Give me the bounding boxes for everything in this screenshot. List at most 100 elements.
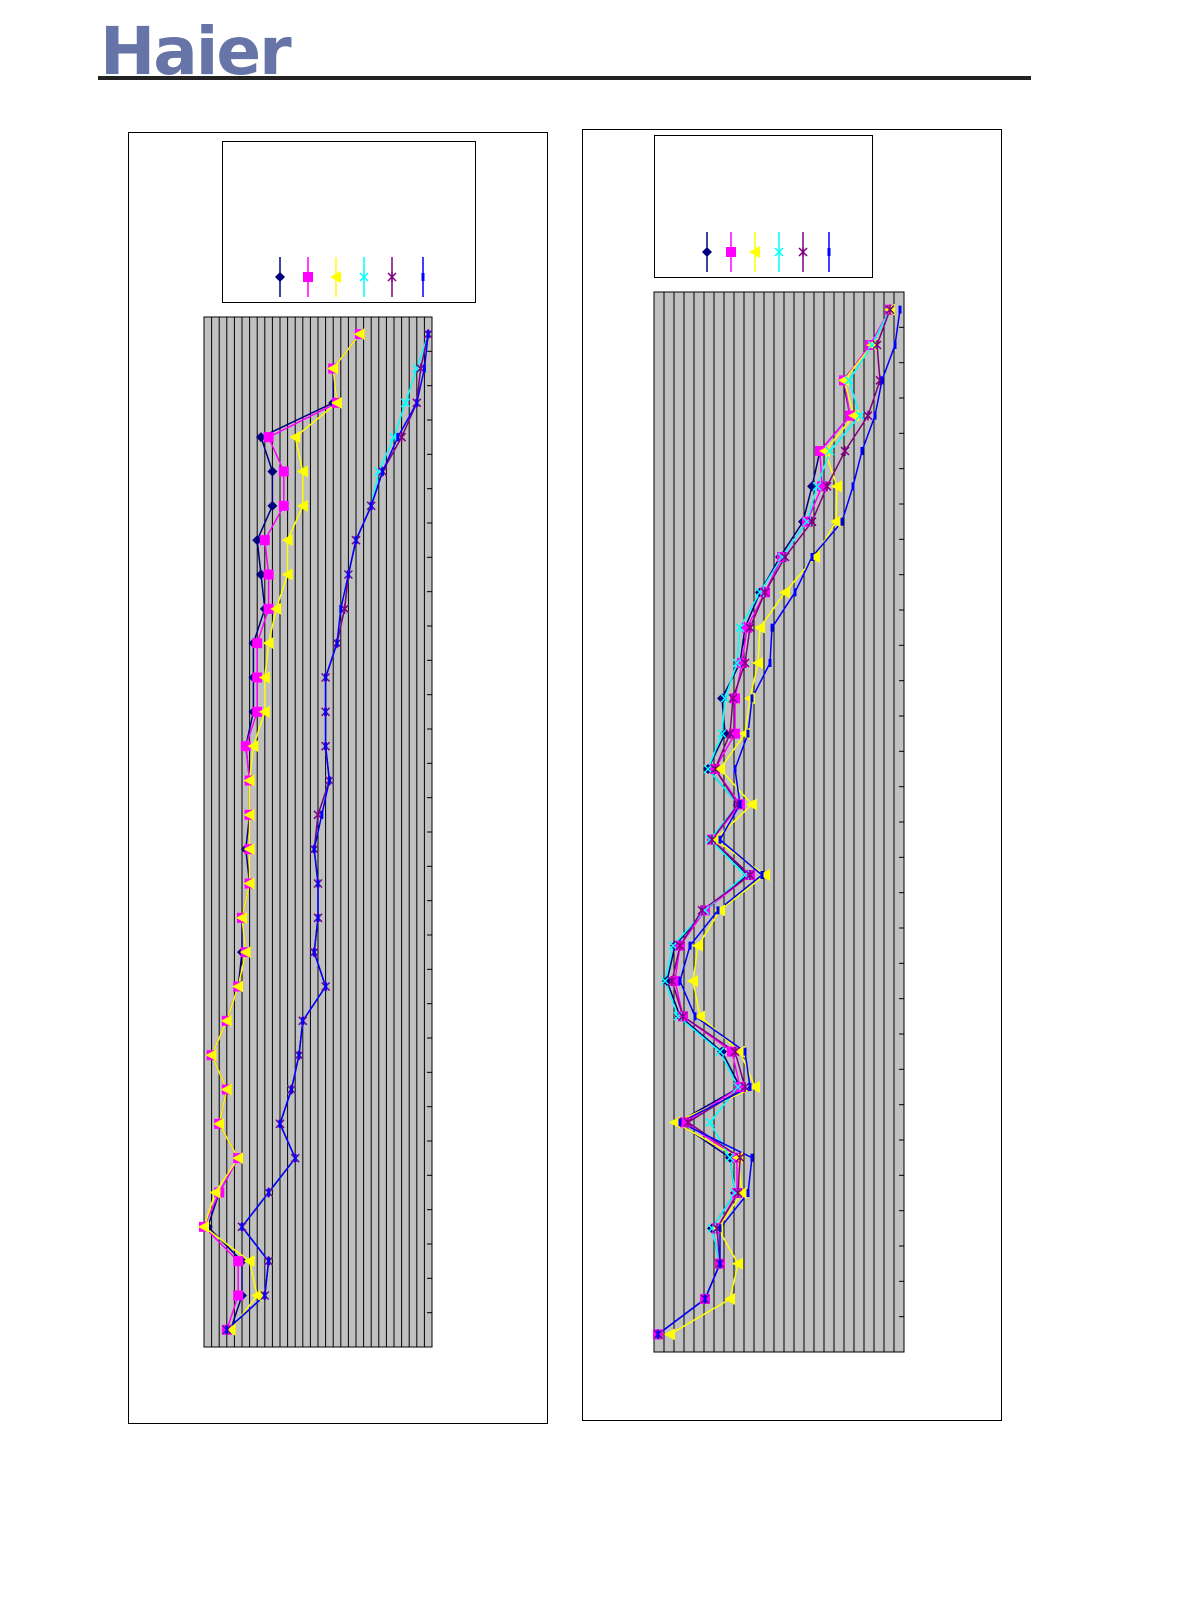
data-point	[353, 328, 365, 341]
data-point	[872, 340, 882, 350]
plot-area	[653, 291, 905, 1353]
data-point	[893, 341, 897, 349]
data-point	[289, 1085, 293, 1094]
data-point	[422, 364, 426, 373]
data-point	[262, 637, 274, 650]
data-point	[840, 446, 850, 456]
data-point	[267, 500, 278, 511]
data-point	[745, 622, 755, 633]
data-point	[296, 465, 308, 478]
data-point	[714, 763, 725, 775]
data-point	[278, 1119, 282, 1128]
legend-marker	[749, 246, 760, 258]
series-line	[657, 309, 891, 1335]
legend-box	[654, 135, 873, 278]
data-point	[664, 1328, 675, 1341]
data-point	[263, 1291, 267, 1300]
data-point	[760, 587, 770, 598]
data-point	[324, 673, 328, 682]
data-point	[293, 1154, 297, 1163]
legend-marker	[421, 273, 425, 281]
data-point	[297, 1051, 301, 1060]
data-point	[822, 481, 832, 492]
data-point	[754, 621, 765, 634]
data-point	[346, 570, 350, 579]
data-point	[233, 1256, 244, 1267]
data-point	[669, 1116, 680, 1129]
data-point	[198, 1220, 209, 1233]
data-point	[735, 1082, 745, 1092]
data-point	[239, 946, 251, 959]
data-point	[715, 1047, 725, 1057]
data-point	[880, 376, 884, 385]
data-point	[746, 798, 757, 811]
legend-marker	[359, 272, 369, 282]
data-point	[258, 671, 270, 684]
legend-marker	[774, 247, 784, 257]
data-point	[759, 869, 770, 881]
data-point	[232, 980, 244, 993]
data-point	[243, 774, 255, 787]
data-point	[678, 1011, 688, 1022]
data-point	[809, 551, 820, 563]
data-point	[743, 1047, 747, 1056]
data-point	[807, 516, 817, 527]
data-point	[749, 1081, 760, 1093]
data-point	[697, 905, 707, 916]
data-point	[240, 741, 251, 752]
data-point	[243, 808, 255, 821]
data-point	[263, 603, 274, 614]
data-point	[740, 1082, 750, 1092]
data-point	[252, 638, 263, 649]
data-point	[220, 1083, 232, 1096]
data-point	[733, 1188, 743, 1198]
data-point	[252, 535, 263, 546]
data-point	[748, 1083, 752, 1091]
legend-marker	[798, 247, 808, 257]
data-point	[745, 870, 755, 880]
series-line	[203, 333, 361, 1331]
data-point	[727, 1046, 737, 1057]
data-point	[768, 659, 772, 667]
data-point	[312, 948, 316, 957]
data-point	[817, 481, 827, 492]
data-point	[381, 467, 385, 476]
data-point	[240, 1222, 244, 1231]
series-line	[657, 309, 891, 1335]
legend-marker	[702, 247, 712, 257]
data-point	[331, 396, 342, 409]
data-point	[267, 1257, 271, 1266]
data-point	[263, 569, 274, 580]
data-point	[742, 622, 752, 633]
legend-marker	[726, 247, 736, 257]
data-point	[267, 466, 278, 477]
data-point	[725, 1153, 735, 1163]
data-point	[760, 871, 764, 879]
data-point	[730, 693, 740, 704]
legend-marker	[827, 248, 831, 256]
data-point	[296, 499, 308, 512]
data-point	[780, 552, 790, 562]
data-point	[746, 729, 750, 738]
data-point	[718, 1224, 722, 1233]
legend-marker	[330, 271, 341, 283]
data-point	[793, 588, 797, 597]
data-point	[224, 1323, 236, 1336]
data-point	[738, 800, 742, 809]
data-point	[752, 657, 763, 669]
data-point	[289, 431, 301, 444]
data-point	[670, 976, 680, 986]
data-point	[863, 410, 873, 421]
data-point	[301, 1016, 305, 1025]
data-point	[840, 517, 844, 526]
data-point	[232, 1152, 244, 1165]
data-point	[725, 728, 735, 739]
legend-marker	[275, 272, 285, 282]
data-point	[898, 305, 902, 314]
data-point	[205, 1049, 217, 1062]
data-point	[694, 1010, 705, 1023]
data-point	[812, 481, 822, 491]
data-point	[732, 658, 742, 668]
data-point	[252, 706, 263, 717]
data-point	[320, 810, 324, 819]
